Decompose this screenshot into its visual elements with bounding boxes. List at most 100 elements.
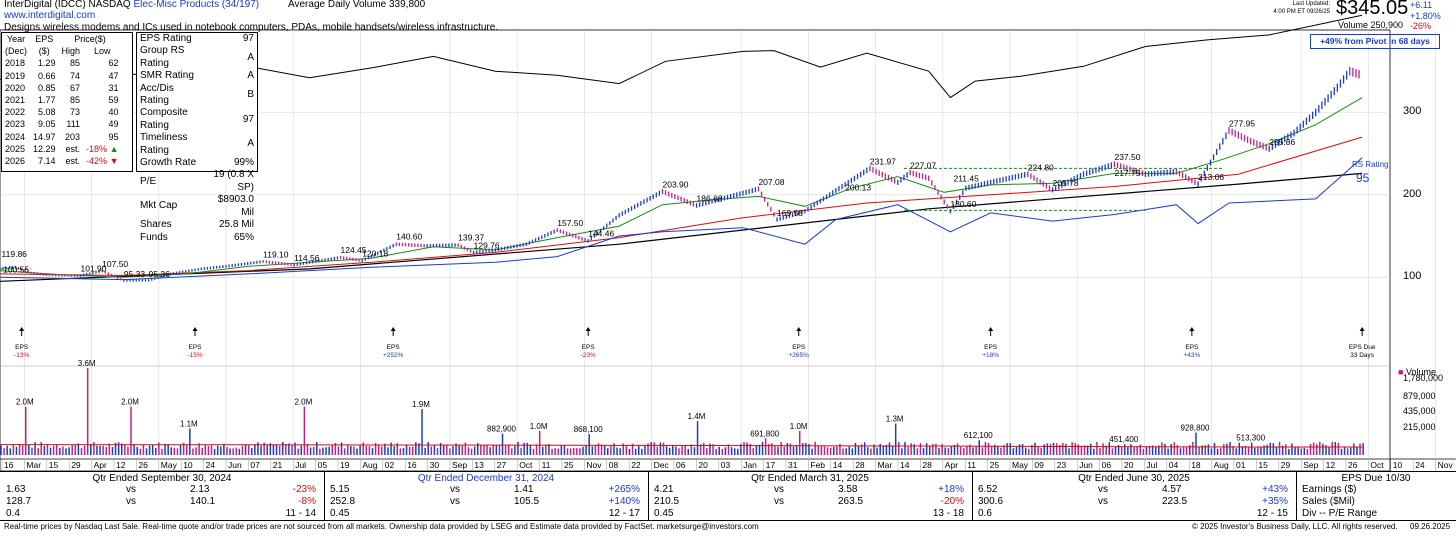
eps-row: 2020 0.85 67 31 (2, 82, 121, 94)
quarter-cell: 105.5 (514, 496, 540, 507)
eps-header-eps: EPS (35, 34, 54, 44)
date-label: 31 (788, 460, 798, 470)
date-label: Oct (1370, 460, 1384, 470)
date-label: 11 (542, 460, 551, 470)
rating-label: SMR Rating (140, 70, 194, 82)
quarter-cell: vs (450, 496, 460, 507)
date-label: 12 (1326, 460, 1336, 470)
quarter-cell: vs (450, 484, 460, 495)
rating-value: 65% (233, 231, 254, 243)
down-arrow-icon: ▼ (107, 156, 119, 167)
eps-row: 2018 1.29 85 62 (2, 57, 121, 69)
quarter-cell: 1.63 (6, 484, 26, 495)
rating-value: A (247, 70, 254, 82)
header-line: InterDigital (IDCC) NASDAQ Elec-Misc Pro… (4, 0, 259, 10)
date-label: 02 (385, 460, 395, 470)
price-label: 200.13 (845, 183, 871, 193)
quarter-row: 5.15 vs 1.41 +265% (324, 484, 648, 495)
eps-cell: est. (65, 156, 81, 167)
eps-cell: 73 (70, 107, 81, 118)
eps-marker-pct: +252% (383, 352, 404, 359)
volume-label: 1.0M (790, 422, 808, 431)
price-label: 114.56 (294, 253, 320, 263)
eps-cell: 2022 (5, 107, 26, 118)
date-label: 11 (967, 460, 976, 470)
quarter-cell: -23% (292, 484, 316, 495)
volume-label: 691,800 (750, 429, 779, 438)
quarter-cell: vs (1098, 496, 1108, 507)
rs-rating-label: RS Rating (1352, 160, 1389, 169)
quarter-row: 0.45 12 - 17 (324, 508, 648, 519)
price-label: 224.80 (1028, 162, 1054, 172)
eps-marker-label: EPS (582, 344, 596, 351)
rating-label: Mkt Cap (140, 200, 178, 212)
date-label: Jul (295, 460, 306, 470)
price-label: 255.86 (1269, 137, 1295, 147)
company-name: InterDigital (4, 0, 52, 10)
date-label: 28 (922, 460, 932, 470)
quarter-cell: +18% (938, 484, 964, 495)
y-tick-label: 300 (1403, 105, 1422, 118)
date-label: Sep (1303, 460, 1318, 470)
price-label: 227.07 (910, 160, 936, 170)
quarter-cell: 252.8 (330, 496, 356, 507)
quarter-row: 210.5 vs 263.5 -20% (648, 496, 972, 507)
eps-cell: 49 (108, 119, 119, 130)
price-label: 203.90 (662, 180, 688, 190)
volume-label: 1.0M (530, 422, 548, 431)
date-label: 08 (609, 460, 619, 470)
volume-change: -26% (1410, 21, 1432, 31)
quarter-column: Qtr Ended June 30, 2025 6.52 vs 4.57 +43% 300… (972, 472, 1297, 520)
rating-row: Shares 25.8 Mil (137, 219, 257, 231)
quarter-cell: vs (774, 484, 784, 495)
date-label: 22 (631, 460, 641, 470)
eps-marker-pct: +18% (982, 352, 999, 359)
date-label: Apr (94, 460, 107, 470)
volume-label: 2.0M (16, 398, 34, 407)
date-label: 20 (1124, 460, 1134, 470)
volume-label: 451,400 (1109, 435, 1138, 444)
volume-tick-label: 435,000 (1403, 406, 1436, 416)
price-label: 207.08 (758, 177, 784, 187)
date-label: Sep (452, 460, 467, 470)
date-label: Aug (1214, 460, 1229, 470)
up-arrow-icon: ▲ (107, 143, 119, 154)
price-label: 180.60 (950, 199, 976, 209)
eps-cell: 59 (108, 95, 119, 106)
y-tick-label: 200 (1403, 187, 1422, 200)
date-label: 15 (1258, 460, 1268, 470)
eps-marker-pct: +265% (788, 352, 809, 359)
date-label: May (1012, 460, 1029, 470)
eps-marker-icon (390, 327, 396, 331)
eps-marker-label: EPS (1185, 344, 1199, 351)
eps-cell: 12.29 (33, 143, 56, 154)
quarter-column: Qtr Ended March 31, 2025 4.21 vs 3.58 +18% 21… (648, 472, 973, 520)
date-label: 09 (1034, 460, 1044, 470)
date-label: Mar (26, 460, 41, 470)
rating-label: Shares (140, 219, 172, 231)
last-updated: 4:00 PM ET 09/26/25 (1273, 9, 1330, 15)
eps-row: 2023 9.05 111 49 (2, 118, 121, 130)
quarter-row: 4.21 vs 3.58 +18% (648, 484, 972, 495)
industry-link[interactable]: Elec-Misc Products (34/197) (133, 0, 260, 10)
price-label: 186.68 (697, 194, 723, 204)
rating-value: 19 (0.8 X SP) (213, 169, 254, 193)
quarter-cell: 0.45 (654, 508, 674, 519)
volume-axis-label: ■ Volume (1398, 367, 1436, 377)
quarter-cell: vs (1098, 484, 1108, 495)
date-label: 29 (1281, 460, 1291, 470)
date-label: 30 (430, 460, 440, 470)
website-link[interactable]: www.interdigital.com (4, 10, 96, 21)
quarter-cell: vs (126, 496, 136, 507)
eps-cell: 2021 (5, 95, 26, 106)
moving-average-long (0, 136, 1363, 277)
quarter-cell: 300.6 (978, 496, 1004, 507)
price-label: 205.78 (1053, 178, 1079, 188)
eps-cell: 2018 (5, 58, 26, 69)
date-label: 25 (564, 460, 574, 470)
quarter-cell: 0.45 (330, 508, 350, 519)
date-label: Jul (1146, 460, 1157, 470)
eps-row: 2025 12.29 est. -18% ▲ (2, 143, 121, 155)
date-label: 17 (766, 460, 776, 470)
